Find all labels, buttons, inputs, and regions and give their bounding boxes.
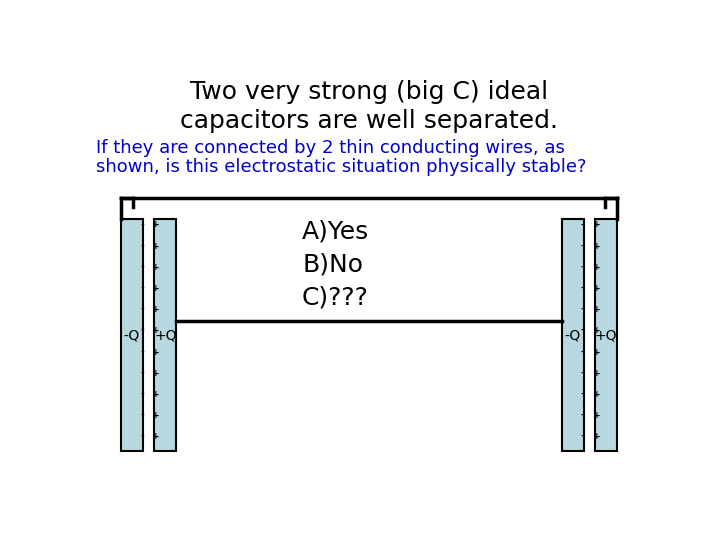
Text: -: -: [581, 369, 585, 377]
Text: -: -: [140, 369, 144, 377]
Text: -: -: [581, 348, 585, 356]
Text: Two very strong (big C) ideal: Two very strong (big C) ideal: [190, 80, 548, 104]
Text: +: +: [593, 369, 600, 377]
Text: -: -: [140, 348, 144, 356]
Text: A)Yes: A)Yes: [302, 219, 369, 243]
Text: +: +: [593, 432, 600, 441]
Text: +: +: [593, 305, 600, 314]
Text: +: +: [152, 348, 160, 356]
Bar: [595, 219, 617, 451]
Text: -: -: [581, 390, 585, 399]
Text: +: +: [593, 220, 600, 230]
Text: -: -: [140, 326, 144, 335]
Text: -: -: [140, 432, 144, 441]
Text: -: -: [140, 305, 144, 314]
Text: -Q: -Q: [124, 328, 140, 342]
Text: +: +: [593, 263, 600, 272]
Bar: [121, 219, 143, 451]
Text: +: +: [152, 220, 160, 230]
Text: -: -: [140, 284, 144, 293]
Text: +: +: [152, 432, 160, 441]
Text: shown, is this electrostatic situation physically stable?: shown, is this electrostatic situation p…: [96, 158, 586, 176]
Text: -: -: [140, 242, 144, 251]
Text: +: +: [152, 242, 160, 251]
Text: -: -: [581, 284, 585, 293]
Text: +: +: [152, 263, 160, 272]
Text: -: -: [140, 390, 144, 399]
Text: +: +: [152, 326, 160, 335]
Text: -: -: [140, 220, 144, 230]
Text: +: +: [593, 284, 600, 293]
Text: +: +: [593, 242, 600, 251]
Text: If they are connected by 2 thin conducting wires, as: If they are connected by 2 thin conducti…: [96, 139, 564, 157]
Text: +: +: [152, 305, 160, 314]
Text: C)???: C)???: [302, 286, 369, 309]
Text: -: -: [581, 242, 585, 251]
Text: +Q: +Q: [154, 328, 176, 342]
Text: +: +: [593, 390, 600, 399]
Text: +: +: [152, 390, 160, 399]
Text: +Q: +Q: [595, 328, 618, 342]
Text: +: +: [152, 411, 160, 420]
Text: -: -: [140, 411, 144, 420]
Text: -Q: -Q: [564, 328, 581, 342]
Bar: [562, 219, 584, 451]
Text: +: +: [593, 326, 600, 335]
Text: capacitors are well separated.: capacitors are well separated.: [180, 109, 558, 133]
Text: -: -: [581, 326, 585, 335]
Text: -: -: [581, 411, 585, 420]
Text: +: +: [593, 348, 600, 356]
Text: -: -: [581, 432, 585, 441]
Text: +: +: [593, 411, 600, 420]
Text: +: +: [152, 284, 160, 293]
Text: -: -: [581, 305, 585, 314]
Bar: [154, 219, 176, 451]
Text: +: +: [152, 369, 160, 377]
Text: -: -: [581, 220, 585, 230]
Text: -: -: [581, 263, 585, 272]
Text: -: -: [140, 263, 144, 272]
Text: B)No: B)No: [302, 252, 363, 276]
